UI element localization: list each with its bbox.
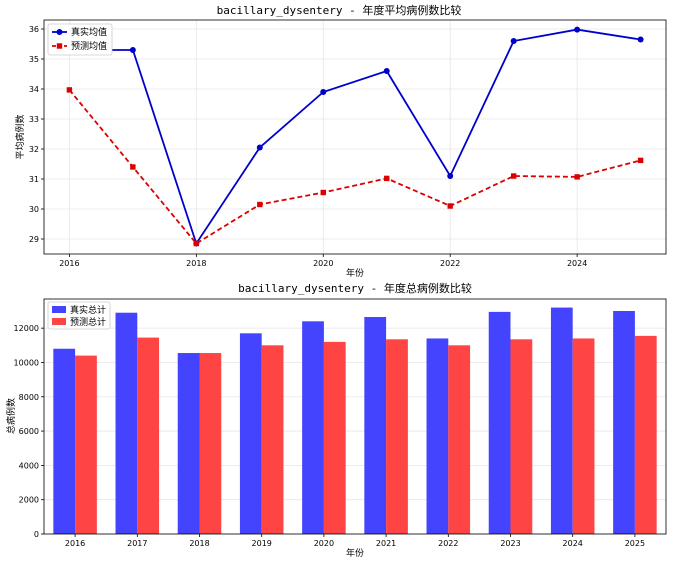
pred-mean-point [66,87,73,93]
bar-chart-y-tick-label: 4000 [19,461,39,470]
pred-total-bar [323,341,346,534]
line-chart-legend: 真实均值 预测均值 [47,23,113,56]
line-chart-y-tick-label: 34 [29,85,39,94]
line-chart-x-tick-label: 2020 [313,259,333,268]
pred-total-bar [137,337,160,534]
true-mean-point [256,144,263,151]
bar-chart-x-tick-label: 2016 [65,539,85,548]
pred-total-bar [199,353,222,534]
true-total-bar [53,348,76,534]
bar-chart: bacillary_dysentery - 年度总病例数比较 0 2000 4000… [5,281,667,559]
line-chart-x-tick-label: 2022 [440,259,460,268]
bar-chart-bars [53,307,657,534]
pred-total-bar [510,339,533,534]
line-chart-y-tick-label: 29 [29,235,39,244]
true-mean-point [383,68,390,74]
bar-chart-y-ticks: 0 2000 4000 6000 8000 10000 12000 [14,324,44,539]
pred-total-bar [386,339,408,534]
pred-mean-point [447,203,453,209]
legend-true-mean-label: 真实均值 [71,26,107,38]
line-chart-y-tick-label: 31 [29,175,39,184]
bar-chart-x-tick-label: 2025 [625,539,645,548]
bar-chart-x-tick-label: 2020 [314,539,334,548]
true-mean-line [69,28,641,246]
line-chart-y-tick-label: 36 [29,25,39,34]
true-total-bar [364,317,387,534]
legend-pred-total-swatch [52,318,66,325]
bar-chart-x-label: 年份 [346,547,364,559]
true-mean-point [574,26,581,33]
line-chart-x-label: 年份 [346,267,364,279]
bar-chart-y-tick-label: 10000 [14,358,39,367]
true-total-bar [613,311,635,534]
bar-chart-y-label: 总病例数 [5,398,17,434]
bar-chart-x-tick-label: 2024 [563,539,583,548]
true-mean-point [447,173,454,179]
bar-chart-y-tick-label: 8000 [19,393,39,402]
line-chart: bacillary_dysentery - 年度平均病例数比较 29 30 31 32… [14,3,667,279]
line-chart-y-tick-label: 35 [29,55,39,64]
bar-chart-y-tick-label: 6000 [19,427,39,436]
pred-total-bar [634,335,657,534]
line-chart-grid [44,20,666,254]
true-total-bar [177,353,200,534]
true-total-bar [488,311,511,534]
bar-chart-x-tick-label: 2021 [376,539,396,548]
legend-true-mean-marker [56,29,63,35]
legend-pred-total-label: 预测总计 [70,316,106,328]
bar-chart-title: bacillary_dysentery - 年度总病例数比较 [238,281,472,295]
pred-mean-point [130,164,136,170]
pred-mean-point [257,201,263,208]
line-chart-x-tick-label: 2016 [59,259,79,268]
pred-mean-point [320,189,326,196]
legend-pred-mean-label: 预测均值 [71,40,107,52]
true-total-bar [115,312,138,534]
line-chart-series [66,26,644,247]
true-mean-point [320,89,327,95]
bar-chart-x-tick-label: 2023 [500,539,520,548]
line-chart-y-label: 平均病例数 [14,114,26,159]
bar-chart-x-tick-label: 2017 [127,539,147,548]
pred-total-bar [572,338,595,534]
true-total-bar [550,307,573,534]
line-chart-y-tick-label: 30 [29,205,39,214]
pred-mean-point [193,240,200,247]
true-mean-point [510,38,517,44]
bar-chart-x-tick-label: 2019 [252,539,272,548]
legend-pred-mean-marker [56,43,63,49]
pred-total-bar [448,345,471,534]
bar-chart-y-tick-label: 12000 [14,324,39,333]
pred-total-bar [75,355,97,534]
bar-chart-x-ticks: 2016 2017 2018 2019 2020 2021 2022 2023 2024 2025 [65,534,645,548]
bar-chart-y-tick-label: 2000 [19,496,39,505]
bar-chart-x-tick-label: 2022 [438,539,458,548]
pred-mean-point [637,157,644,164]
true-total-bar [239,333,262,534]
line-chart-frame [43,19,667,255]
bar-chart-frame [43,298,667,535]
bar-chart-y-tick-label: 0 [34,530,39,539]
bar-chart-legend: 真实总计 预测总计 [47,301,111,330]
line-chart-x-tick-label: 2024 [567,259,587,268]
legend-true-total-label: 真实总计 [70,304,106,316]
pred-mean-line [68,89,641,245]
true-mean-point [637,36,644,43]
line-chart-title: bacillary_dysentery - 年度平均病例数比较 [217,3,462,17]
line-chart-y-tick-label: 33 [29,115,39,124]
pred-mean-point [384,175,390,182]
line-chart-y-tick-label: 32 [29,145,39,154]
line-chart-x-ticks: 2016 2018 2020 2022 2024 [59,254,587,268]
true-total-bar [426,338,449,534]
pred-mean-point [574,174,580,180]
line-chart-y-ticks: 29 30 31 32 33 34 35 36 [29,25,44,244]
line-chart-x-tick-label: 2018 [186,259,206,268]
true-total-bar [302,321,324,534]
true-mean-point [129,47,136,53]
pred-mean-point [510,173,517,179]
bar-chart-x-tick-label: 2018 [189,539,209,548]
pred-total-bar [261,345,284,534]
legend-true-total-swatch [52,306,66,313]
